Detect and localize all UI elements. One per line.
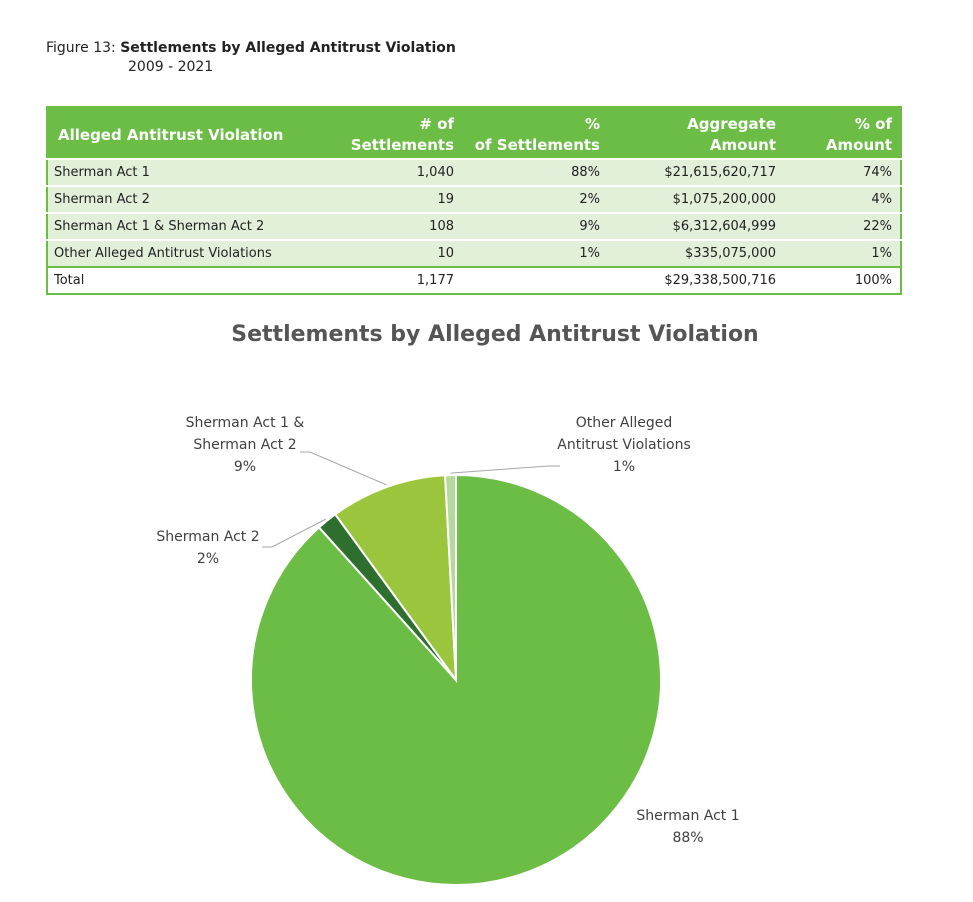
cell-pct-amount: 1% <box>784 239 901 267</box>
cell-amount: $6,312,604,999 <box>608 212 784 240</box>
cell-count: 10 <box>336 239 462 267</box>
slice-label: Other Alleged Antitrust Violations 1% <box>557 415 691 475</box>
figure-caption: Figure 13: Settlements by Alleged Antitr… <box>46 39 456 77</box>
leader-line <box>300 451 387 486</box>
cell-violation: Other Alleged Antitrust Violations <box>47 239 336 267</box>
slice-label: Sherman Act 1 & Sherman Act 2 9% <box>186 415 305 475</box>
cell-pct: 2% <box>462 185 608 213</box>
pie-slice <box>333 474 458 684</box>
slice-label: Sherman Act 1 88% <box>636 808 739 846</box>
table-row: Sherman Act 2 19 2% $1,075,200,000 4% <box>47 185 901 213</box>
figure-subtitle: 2009 - 2021 <box>128 59 214 75</box>
cell-count: 108 <box>336 212 462 240</box>
cell-pct-amount: 4% <box>784 185 901 213</box>
cell-pct-amount: 100% <box>784 266 901 294</box>
cell-amount: $29,338,500,716 <box>608 266 784 294</box>
header-pct: % of Settlements <box>462 107 608 159</box>
table-row: Sherman Act 1 1,040 88% $21,615,620,717 … <box>47 158 901 186</box>
header-pct-amount: % of Amount <box>784 107 901 159</box>
figure-title: Settlements by Alleged Antitrust Violati… <box>120 40 456 56</box>
table-total-row: Total 1,177 $29,338,500,716 100% <box>47 266 901 294</box>
cell-pct: 9% <box>462 212 608 240</box>
figure-number: Figure 13: <box>46 40 116 56</box>
cell-pct-amount: 22% <box>784 212 901 240</box>
table-row: Other Alleged Antitrust Violations 10 1%… <box>47 239 901 267</box>
settlements-table: Alleged Antitrust Violation # of Settleme… <box>46 106 902 295</box>
cell-violation: Total <box>47 266 336 294</box>
cell-count: 1,177 <box>336 266 462 294</box>
cell-violation: Sherman Act 2 <box>47 185 336 213</box>
cell-count: 19 <box>336 185 462 213</box>
cell-amount: $335,075,000 <box>608 239 784 267</box>
header-violation: Alleged Antitrust Violation <box>47 107 336 159</box>
cell-pct <box>462 266 608 294</box>
header-amount: Aggregate Amount <box>608 107 784 159</box>
cell-pct: 88% <box>462 158 608 186</box>
cell-pct: 1% <box>462 239 608 267</box>
leader-line <box>450 465 560 474</box>
table-header-row: Alleged Antitrust Violation # of Settleme… <box>47 107 901 159</box>
slice-label: Sherman Act 2 2% <box>156 529 259 567</box>
chart-title: Settlements by Alleged Antitrust Violati… <box>231 322 759 347</box>
header-count: # of Settlements <box>336 107 462 159</box>
cell-amount: $21,615,620,717 <box>608 158 784 186</box>
cell-violation: Sherman Act 1 & Sherman Act 2 <box>47 212 336 240</box>
table-row: Sherman Act 1 & Sherman Act 2 108 9% $6,… <box>47 212 901 240</box>
cell-violation: Sherman Act 1 <box>47 158 336 186</box>
cell-count: 1,040 <box>336 158 462 186</box>
leader-line <box>262 518 326 548</box>
cell-pct-amount: 74% <box>784 158 901 186</box>
cell-amount: $1,075,200,000 <box>608 185 784 213</box>
pie-slice <box>444 473 457 681</box>
